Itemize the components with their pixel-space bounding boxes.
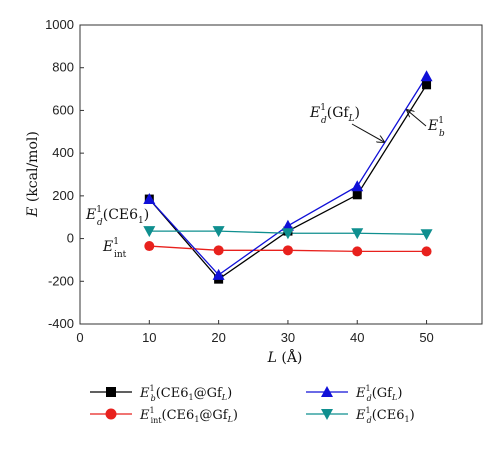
data-point-s1-1 <box>213 245 224 256</box>
legend-item-eb: E1 b(CE61@GfL) <box>90 384 232 403</box>
svg-text:E1d(GfL): E1 d(GfL) <box>355 384 402 403</box>
svg-text:E1d(CE61): E1 d(CE61) <box>355 406 415 425</box>
x-tick-label: 50 <box>419 330 433 345</box>
legend-item-ed-gf: E1 d(GfL) <box>306 384 402 403</box>
svg-text:E1b(CE61@GfL): E1 b(CE61@GfL) <box>139 384 232 403</box>
x-tick-label: 30 <box>281 330 295 345</box>
data-point-s1-3 <box>352 246 363 257</box>
x-tick-label: 20 <box>211 330 225 345</box>
y-tick-label: 0 <box>67 231 74 246</box>
x-tick-label: 10 <box>142 330 156 345</box>
y-tick-label: 800 <box>52 60 74 75</box>
svg-text:E1d(GfL): E1 d(GfL) <box>309 103 360 126</box>
annotation-eint: E1 int <box>102 237 127 260</box>
y-tick-label: 400 <box>52 145 74 160</box>
data-point-s1-4 <box>421 246 432 257</box>
data-point-s2-0 <box>143 193 156 205</box>
y-tick-label: 200 <box>52 188 74 203</box>
data-point-s0-3 <box>352 190 362 200</box>
data-point-s1-2 <box>282 245 293 256</box>
annotation-ed-gf-arrow <box>351 123 384 142</box>
svg-text:E1d(CE61): E1 d(CE61) <box>85 205 149 228</box>
annotation-ed-ce61: E1 d(CE61) <box>85 205 149 228</box>
data-point-s2-4 <box>420 70 433 82</box>
data-point-s2-1 <box>212 268 225 280</box>
y-tick-label: 1000 <box>45 17 74 32</box>
axis-ticks: 0 10 20 30 40 50 -400 -200 0 200 400 600 800 1000 <box>45 17 434 345</box>
data-point-s3-1 <box>212 226 225 238</box>
series-line-2 <box>148 75 428 276</box>
x-axis-title: L (Å) <box>267 348 303 366</box>
annotation-ed-gf: E1 d(GfL) <box>309 103 384 142</box>
data-point-s1-0 <box>144 241 155 252</box>
data-point-s0-4 <box>422 80 432 90</box>
series-markers <box>143 70 433 284</box>
plot-frame <box>79 24 483 325</box>
legend: E1 b(CE61@GfL) E1 int(CE61@GfL) E1 d(GfL) E… <box>90 384 415 425</box>
data-point-s2-2 <box>281 219 294 231</box>
annotation-eb: E1 b <box>407 110 445 139</box>
svg-text:E1b: E1 b <box>427 116 445 139</box>
annotation-eb-arrow <box>407 110 427 127</box>
data-point-s3-0 <box>143 226 156 238</box>
data-point-s3-3 <box>351 228 364 240</box>
y-tick-label: -400 <box>48 316 74 331</box>
x-tick-label: 40 <box>350 330 364 345</box>
y-tick-label: -200 <box>48 273 74 288</box>
data-point-s3-4 <box>420 229 433 241</box>
data-point-s2-3 <box>351 180 364 192</box>
legend-item-eint: E1 int(CE61@GfL) <box>90 406 238 425</box>
y-axis-title: E (kcal/mol) <box>25 131 41 218</box>
x-tick-label: 0 <box>76 330 83 345</box>
y-tick-label: 600 <box>52 102 74 117</box>
data-point-s3-2 <box>281 228 294 240</box>
legend-item-ed-ce61: E1 d(CE61) <box>306 406 415 425</box>
